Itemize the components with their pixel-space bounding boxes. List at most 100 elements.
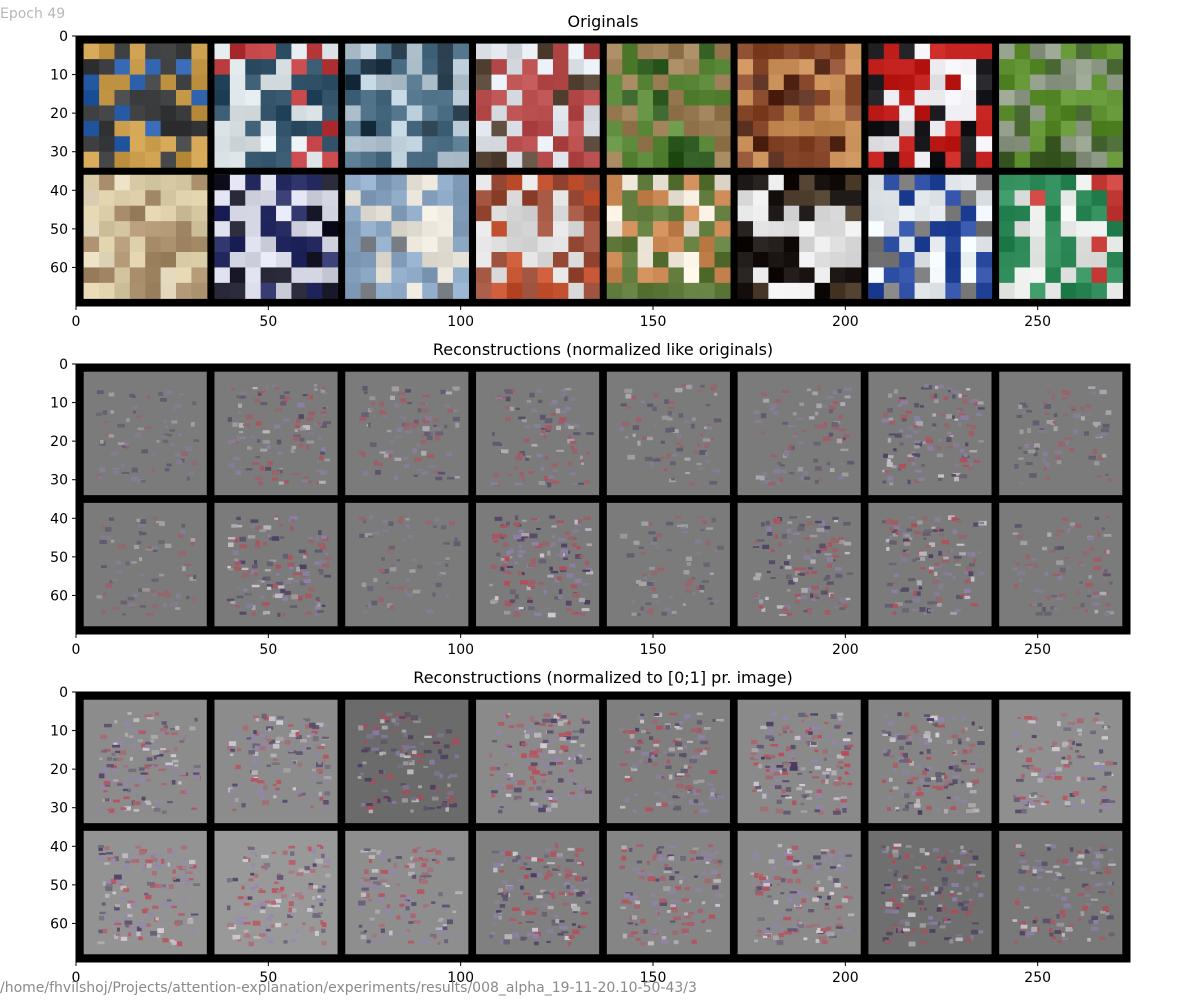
tile-pixel <box>176 236 193 253</box>
reconstruction-stroke <box>968 743 976 747</box>
reconstruction-stroke <box>276 439 282 445</box>
reconstruction-stroke <box>908 895 916 900</box>
reconstruction-stroke <box>1087 754 1092 758</box>
reconstruction-stroke <box>178 533 184 538</box>
tile-pixel <box>160 151 177 168</box>
reconstruction-stroke <box>316 421 321 426</box>
reconstruction-stroke <box>112 744 120 748</box>
reconstruction-stroke <box>648 736 654 740</box>
reconstruction-stroke <box>114 874 122 880</box>
tile-pixel <box>606 174 623 191</box>
reconstruction-stroke <box>302 571 310 576</box>
reconstruction-stroke <box>513 612 521 618</box>
reconstruction-stroke <box>814 411 819 416</box>
y-tick-label: 30 <box>50 145 68 161</box>
tile-pixel <box>653 136 669 153</box>
reconstruction-stroke <box>809 534 818 538</box>
reconstruction-stroke <box>160 858 165 864</box>
reconstruction-stroke <box>321 392 328 395</box>
reconstruction-stroke <box>250 519 259 523</box>
image-tile <box>868 371 992 496</box>
reconstruction-stroke <box>892 768 897 771</box>
reconstruction-stroke <box>559 416 567 422</box>
reconstruction-stroke <box>844 551 850 555</box>
x-tick-label: 200 <box>832 970 859 986</box>
reconstruction-stroke <box>798 567 807 570</box>
tile-pixel <box>191 205 208 222</box>
image-tile <box>345 43 469 168</box>
reconstruction-stroke <box>559 926 568 930</box>
tile-pixel <box>976 43 993 60</box>
reconstruction-stroke <box>495 397 503 400</box>
reconstruction-stroke <box>691 592 696 596</box>
reconstruction-stroke <box>753 595 758 598</box>
reconstruction-stroke <box>405 524 410 529</box>
reconstruction-stroke <box>901 417 907 422</box>
reconstruction-stroke <box>1051 394 1055 400</box>
reconstruction-stroke <box>916 580 922 586</box>
reconstruction-stroke <box>760 475 765 481</box>
reconstruction-stroke <box>311 725 320 730</box>
reconstruction-stroke <box>664 456 671 459</box>
reconstruction-stroke <box>895 907 900 912</box>
reconstruction-stroke <box>1060 789 1066 792</box>
reconstruction-stroke <box>807 609 812 615</box>
reconstruction-stroke <box>362 470 368 476</box>
tile-pixel <box>899 105 916 122</box>
reconstruction-stroke <box>232 783 238 787</box>
reconstruction-stroke <box>551 412 556 416</box>
tile-pixel <box>422 43 439 60</box>
reconstruction-stroke <box>973 522 978 527</box>
tile-pixel <box>637 74 654 91</box>
tile-pixel <box>452 236 469 253</box>
reconstruction-stroke <box>278 481 284 485</box>
reconstruction-stroke <box>934 517 941 523</box>
reconstruction-stroke <box>493 862 501 867</box>
reconstruction-stroke <box>796 923 804 928</box>
tile-pixel <box>160 221 177 238</box>
reconstruction-stroke <box>911 453 919 456</box>
reconstruction-stroke <box>671 610 677 614</box>
reconstruction-stroke <box>420 879 428 884</box>
reconstruction-stroke <box>102 410 107 415</box>
tile-pixel <box>868 252 885 269</box>
reconstruction-stroke <box>842 804 846 808</box>
reconstruction-stroke <box>937 474 945 478</box>
reconstruction-stroke <box>672 429 679 433</box>
tile-pixel <box>191 282 208 299</box>
reconstruction-stroke <box>645 807 654 812</box>
reconstruction-stroke <box>619 728 624 732</box>
reconstruction-stroke <box>490 766 498 771</box>
reconstruction-stroke <box>124 860 131 864</box>
reconstruction-stroke <box>794 594 801 597</box>
reconstruction-stroke <box>427 432 433 435</box>
reconstruction-stroke <box>257 780 265 784</box>
tile-pixel <box>537 74 554 91</box>
reconstruction-stroke <box>1056 913 1060 919</box>
reconstruction-stroke <box>127 712 132 715</box>
reconstruction-stroke <box>919 865 927 869</box>
reconstruction-stroke <box>791 445 795 451</box>
reconstruction-stroke <box>374 885 383 889</box>
reconstruction-stroke <box>235 470 242 475</box>
reconstruction-stroke <box>1087 937 1091 942</box>
tile-pixel <box>552 120 569 137</box>
reconstruction-stroke <box>629 916 633 921</box>
tile-pixel <box>437 120 454 137</box>
reconstruction-stroke <box>789 730 793 734</box>
reconstruction-stroke <box>819 424 827 430</box>
reconstruction-stroke <box>1037 726 1043 730</box>
reconstruction-stroke <box>673 916 681 921</box>
reconstruction-stroke <box>888 854 895 859</box>
reconstruction-stroke <box>574 876 581 882</box>
reconstruction-stroke <box>965 886 970 892</box>
reconstruction-stroke <box>560 765 567 768</box>
reconstruction-stroke <box>319 570 324 575</box>
reconstruction-stroke <box>769 454 777 458</box>
reconstruction-stroke <box>386 429 392 433</box>
tile-pixel <box>899 120 916 137</box>
reconstruction-stroke <box>170 442 175 447</box>
reconstruction-stroke <box>394 457 402 461</box>
reconstruction-stroke <box>175 404 182 409</box>
reconstruction-stroke <box>645 732 651 735</box>
